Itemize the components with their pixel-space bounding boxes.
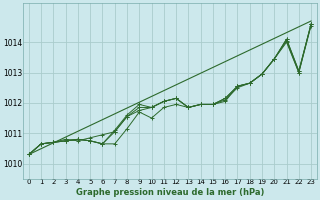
- X-axis label: Graphe pression niveau de la mer (hPa): Graphe pression niveau de la mer (hPa): [76, 188, 264, 197]
